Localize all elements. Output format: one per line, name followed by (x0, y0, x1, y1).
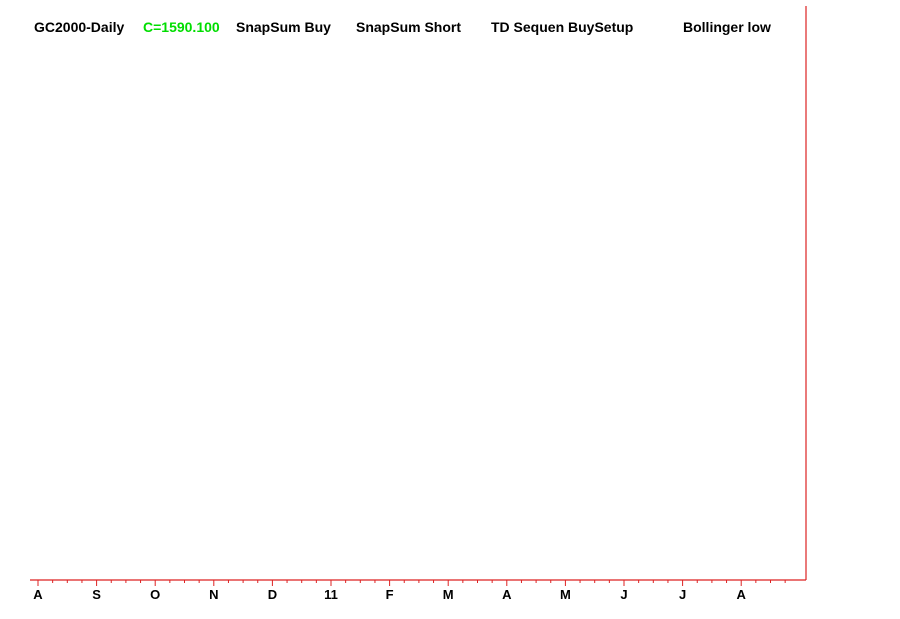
indicator-td-sequen: TD Sequen BuySetup (491, 19, 633, 35)
x-tick-label: N (209, 587, 218, 602)
x-tick-label: D (268, 587, 277, 602)
indicator-snapsum-buy: SnapSum Buy (236, 19, 331, 35)
header: GC2000-Daily C=1590.100 SnapSum Buy Snap… (34, 19, 771, 35)
x-tick-label: J (620, 587, 627, 602)
symbol-label: GC2000-Daily (34, 19, 124, 35)
x-tick-label: J (679, 587, 686, 602)
indicator-snapsum-short: SnapSum Short (356, 19, 461, 35)
axes: 1250130013501400145015001550160016501700… (30, 6, 807, 602)
indicator-bollinger-low: Bollinger low (683, 19, 771, 35)
x-tick-label: M (443, 587, 454, 602)
x-tick-label: M (560, 587, 571, 602)
close-label: C=1590.100 (143, 19, 220, 35)
x-tick-label: A (33, 587, 43, 602)
x-tick-label: A (502, 587, 512, 602)
x-tick-label: A (737, 587, 747, 602)
x-tick-label: 11 (324, 587, 338, 602)
x-tick-label: S (92, 587, 101, 602)
x-tick-label: O (150, 587, 160, 602)
x-tick-label: F (386, 587, 394, 602)
